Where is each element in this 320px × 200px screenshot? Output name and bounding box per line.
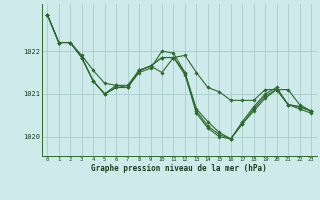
X-axis label: Graphe pression niveau de la mer (hPa): Graphe pression niveau de la mer (hPa)	[91, 164, 267, 173]
